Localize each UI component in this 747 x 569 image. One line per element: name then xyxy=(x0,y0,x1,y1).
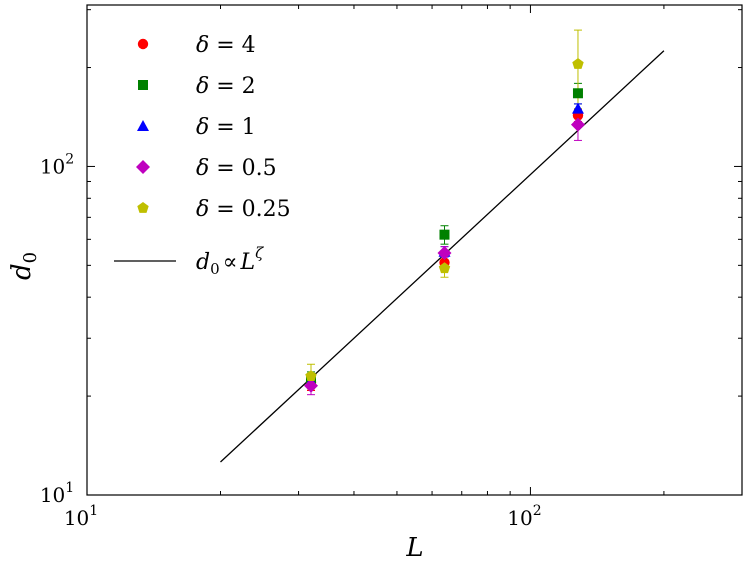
data-point-series-1 xyxy=(439,229,450,240)
y-tick-label: 102 xyxy=(40,151,74,178)
data-point-series-3 xyxy=(437,246,452,261)
x-tick-label: 101 xyxy=(64,503,98,530)
data-point-series-2 xyxy=(571,102,584,114)
data-point-series-3 xyxy=(570,117,585,132)
data-marks xyxy=(220,29,665,463)
data-point-series-3 xyxy=(303,378,318,393)
y-tick-label: 101 xyxy=(40,480,74,507)
legend: δ = 4 δ = 2 δ = 1 δ = 0.5 δ = 0.25 d0 ∝ Lζ xyxy=(114,33,291,278)
legend-label-delta-1: δ = 1 xyxy=(196,115,256,140)
plot-frame xyxy=(86,4,743,496)
legend-label-delta-0.25: δ = 0.25 xyxy=(196,197,291,222)
legend-label-delta-2: δ = 2 xyxy=(196,74,256,99)
x-axis-label: L xyxy=(405,533,423,563)
axis-ticks: 101 102 101 102 xyxy=(40,5,743,530)
legend-markers xyxy=(136,38,150,213)
legend-marker-2 xyxy=(137,120,149,131)
data-point-series-4 xyxy=(305,370,317,381)
data-point-series-1 xyxy=(572,88,583,99)
legend-marker-1 xyxy=(138,80,148,90)
data-point-series-4 xyxy=(438,262,451,274)
y-axis-label: d0 xyxy=(7,252,41,280)
legend-marker-0 xyxy=(137,38,149,50)
legend-marker-4 xyxy=(137,202,149,213)
legend-marker-3 xyxy=(136,160,150,174)
legend-label-fit: d0 ∝ Lζ xyxy=(196,244,264,278)
x-tick-label: 102 xyxy=(507,503,541,530)
legend-label-delta-4: δ = 4 xyxy=(196,33,256,58)
data-point-series-4 xyxy=(572,58,584,69)
legend-label-delta-0.5: δ = 0.5 xyxy=(196,156,277,181)
